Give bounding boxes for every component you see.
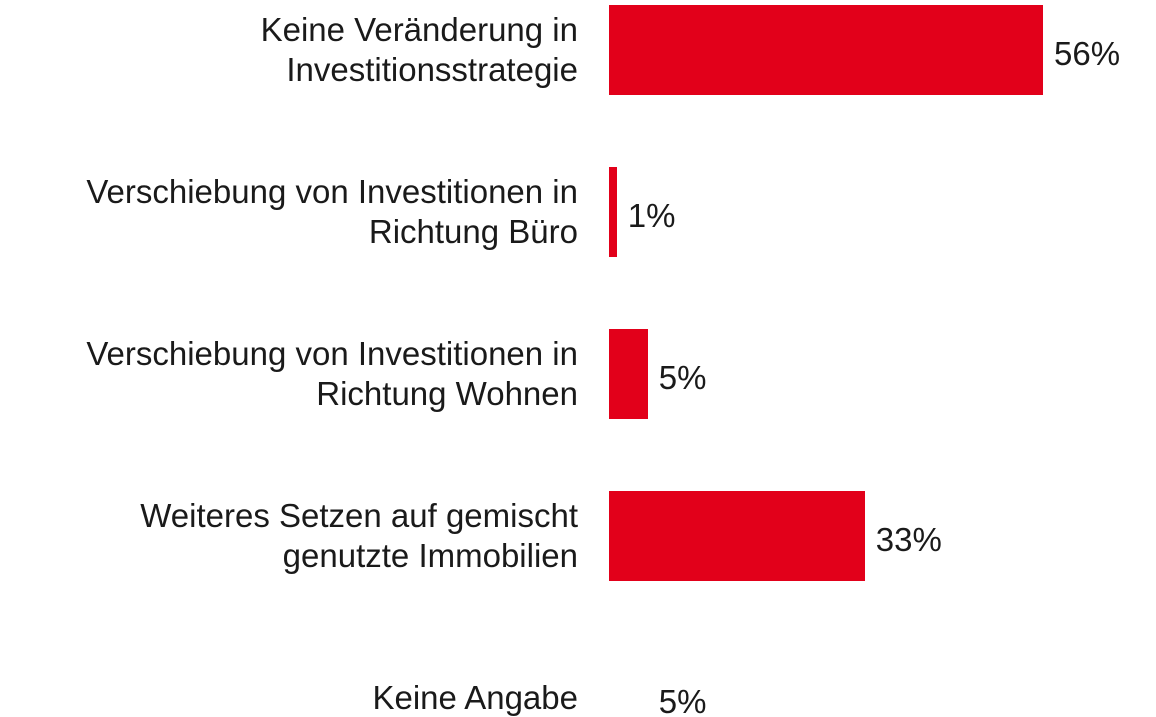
bar bbox=[609, 329, 648, 419]
value-label: 5% bbox=[658, 683, 707, 717]
category-label: Keine Veränderung in Investitionsstrateg… bbox=[260, 11, 578, 88]
category-label: Keine Angabe bbox=[372, 679, 578, 716]
value-label: 56% bbox=[1054, 35, 1121, 72]
value-label: 33% bbox=[875, 521, 942, 558]
category-label: Verschiebung von Investitionen in Richtu… bbox=[86, 335, 578, 412]
value-label: 5% bbox=[658, 359, 707, 396]
value-label: 1% bbox=[627, 197, 676, 234]
bar bbox=[609, 5, 1043, 95]
category-label: Weiteres Setzen auf gemischt genutzte Im… bbox=[140, 497, 578, 574]
bar bbox=[609, 167, 617, 257]
bar bbox=[609, 653, 648, 717]
bar bbox=[609, 491, 865, 581]
category-label: Verschiebung von Investitionen in Richtu… bbox=[86, 173, 578, 250]
